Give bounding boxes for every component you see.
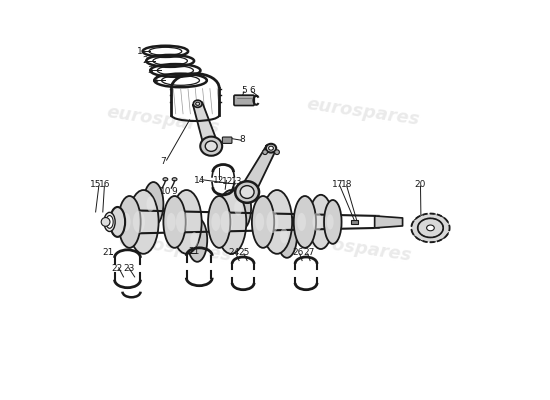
Text: 17: 17 bbox=[332, 180, 344, 188]
Text: 3: 3 bbox=[148, 66, 153, 75]
Text: 15: 15 bbox=[90, 180, 101, 188]
Ellipse shape bbox=[122, 213, 130, 231]
Ellipse shape bbox=[163, 196, 186, 248]
Ellipse shape bbox=[200, 137, 222, 156]
FancyBboxPatch shape bbox=[222, 137, 232, 143]
Text: 18: 18 bbox=[341, 180, 353, 188]
Ellipse shape bbox=[427, 225, 434, 231]
Ellipse shape bbox=[110, 207, 125, 237]
Text: 20: 20 bbox=[414, 180, 425, 188]
Ellipse shape bbox=[294, 196, 316, 248]
Polygon shape bbox=[193, 102, 218, 148]
Ellipse shape bbox=[106, 216, 113, 228]
Text: eurospares: eurospares bbox=[118, 231, 233, 265]
Ellipse shape bbox=[297, 213, 306, 231]
Text: 4: 4 bbox=[152, 76, 158, 85]
Ellipse shape bbox=[262, 190, 292, 254]
Text: 7: 7 bbox=[161, 157, 166, 166]
Ellipse shape bbox=[146, 196, 155, 212]
Text: 21: 21 bbox=[103, 248, 114, 257]
FancyBboxPatch shape bbox=[234, 95, 254, 106]
Text: 16: 16 bbox=[98, 180, 110, 188]
Text: 25: 25 bbox=[238, 248, 250, 257]
Text: 21: 21 bbox=[188, 247, 199, 256]
Ellipse shape bbox=[208, 196, 230, 248]
Ellipse shape bbox=[216, 190, 246, 254]
Bar bbox=[351, 220, 358, 224]
Ellipse shape bbox=[167, 213, 175, 231]
Text: 5: 5 bbox=[241, 86, 247, 95]
Circle shape bbox=[263, 150, 267, 154]
Ellipse shape bbox=[163, 178, 168, 181]
Ellipse shape bbox=[268, 146, 273, 150]
Ellipse shape bbox=[190, 232, 198, 248]
Text: 6: 6 bbox=[249, 86, 255, 95]
Ellipse shape bbox=[172, 190, 202, 254]
Ellipse shape bbox=[176, 211, 188, 233]
Ellipse shape bbox=[255, 213, 264, 231]
Ellipse shape bbox=[128, 190, 158, 254]
Ellipse shape bbox=[205, 141, 217, 151]
Text: 13: 13 bbox=[232, 177, 243, 186]
Ellipse shape bbox=[196, 102, 199, 105]
Ellipse shape bbox=[144, 182, 163, 226]
Ellipse shape bbox=[104, 212, 115, 232]
Ellipse shape bbox=[327, 214, 334, 230]
Text: 12: 12 bbox=[222, 177, 234, 186]
Text: 26: 26 bbox=[292, 248, 304, 257]
Ellipse shape bbox=[211, 213, 221, 231]
Circle shape bbox=[274, 150, 279, 154]
Ellipse shape bbox=[280, 228, 288, 244]
Text: 2: 2 bbox=[142, 56, 149, 65]
Ellipse shape bbox=[118, 196, 141, 248]
Ellipse shape bbox=[266, 211, 278, 233]
Ellipse shape bbox=[234, 200, 242, 216]
Ellipse shape bbox=[240, 186, 254, 198]
Text: 8: 8 bbox=[239, 135, 245, 144]
Ellipse shape bbox=[312, 212, 322, 232]
Ellipse shape bbox=[277, 214, 297, 258]
Ellipse shape bbox=[235, 181, 259, 203]
Ellipse shape bbox=[309, 195, 333, 249]
Text: 10: 10 bbox=[160, 187, 171, 196]
Text: eurospares: eurospares bbox=[305, 96, 420, 129]
Text: 12: 12 bbox=[213, 176, 224, 185]
Polygon shape bbox=[240, 146, 276, 196]
Text: 9: 9 bbox=[172, 187, 178, 196]
Ellipse shape bbox=[196, 102, 200, 105]
Text: 27: 27 bbox=[303, 248, 315, 257]
Ellipse shape bbox=[324, 200, 342, 244]
Text: eurospares: eurospares bbox=[297, 231, 412, 265]
Ellipse shape bbox=[221, 211, 233, 233]
Ellipse shape bbox=[266, 144, 276, 152]
Ellipse shape bbox=[188, 218, 207, 262]
Text: eurospares: eurospares bbox=[106, 104, 221, 137]
Ellipse shape bbox=[172, 178, 177, 181]
Ellipse shape bbox=[193, 100, 202, 107]
Text: 1: 1 bbox=[138, 47, 143, 56]
Text: 22: 22 bbox=[111, 264, 123, 274]
Ellipse shape bbox=[231, 186, 251, 230]
Ellipse shape bbox=[252, 196, 274, 248]
Text: 14: 14 bbox=[194, 176, 205, 185]
Polygon shape bbox=[375, 216, 403, 228]
Text: 23: 23 bbox=[123, 264, 134, 274]
Ellipse shape bbox=[133, 211, 145, 233]
Ellipse shape bbox=[194, 101, 201, 106]
Ellipse shape bbox=[101, 218, 110, 226]
Ellipse shape bbox=[411, 214, 449, 242]
Text: 24: 24 bbox=[228, 248, 240, 257]
